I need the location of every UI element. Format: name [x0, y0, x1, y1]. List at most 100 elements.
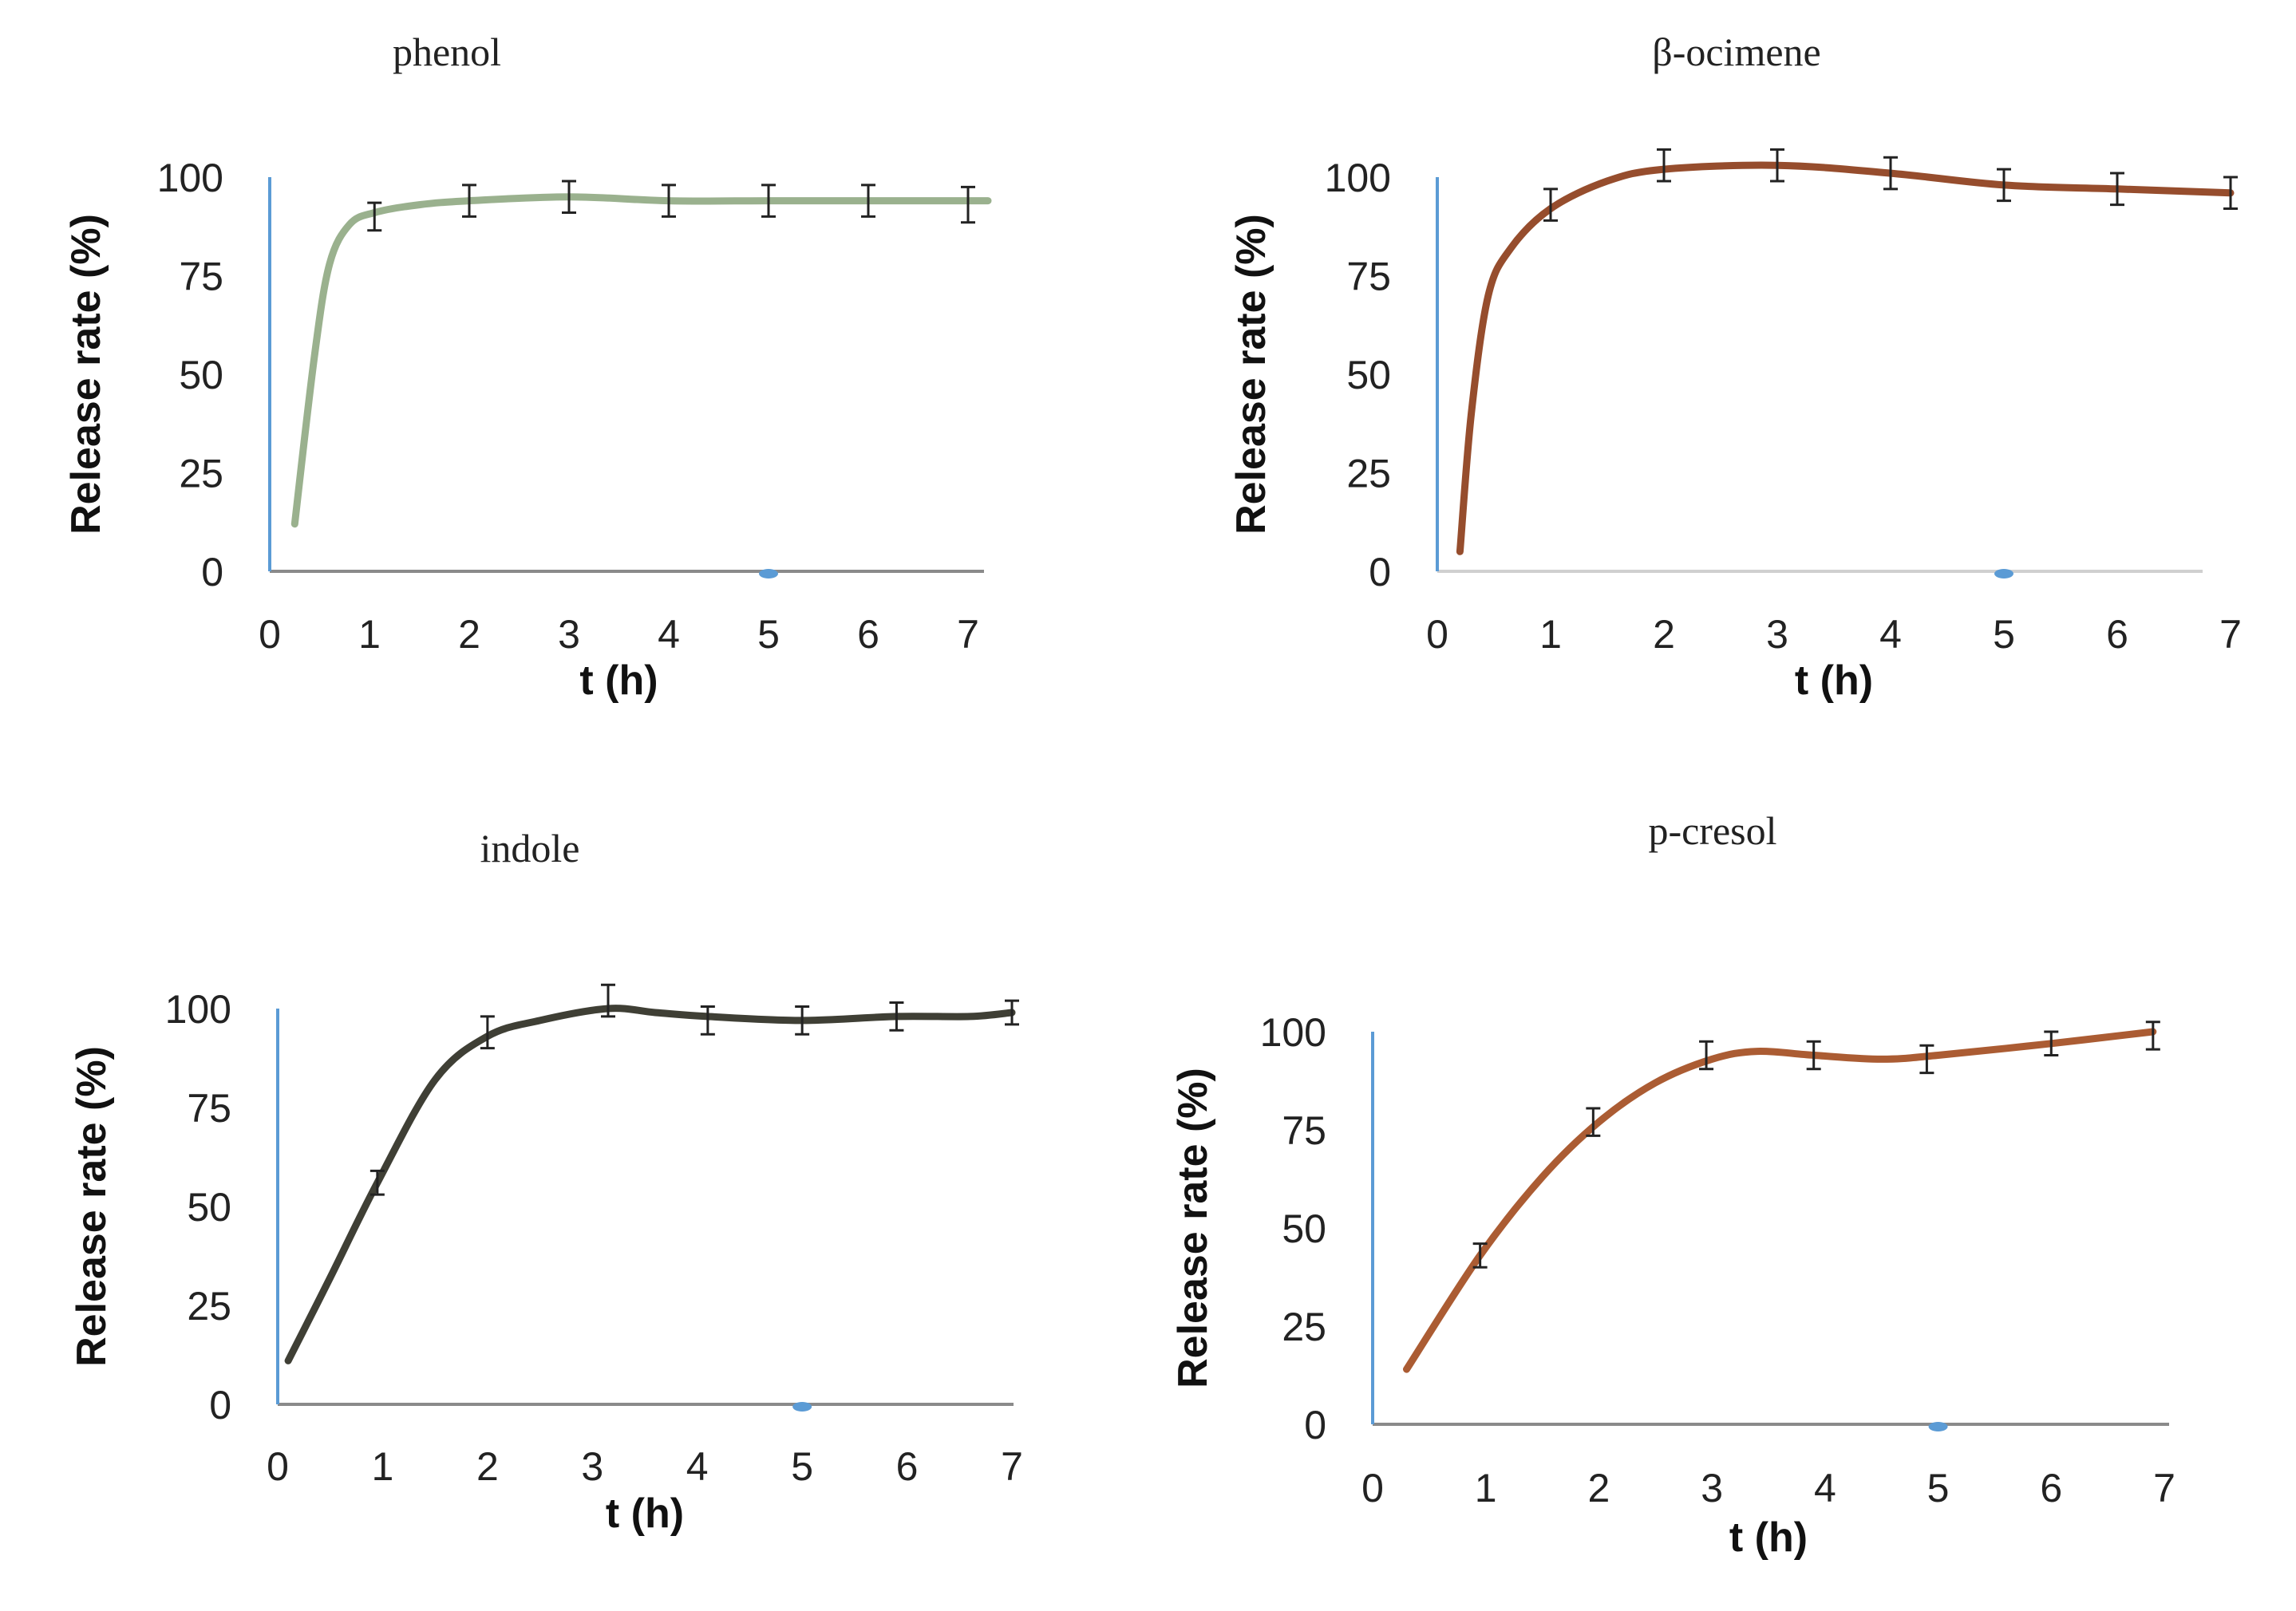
x-axis-label: t (h)	[1795, 657, 1873, 704]
x-axis-label: t (h)	[1729, 1514, 1808, 1561]
x-tick-label: 1	[372, 1444, 394, 1489]
y-axis-label: Release rate (%)	[1170, 1068, 1216, 1388]
x-tick-label: 7	[2219, 612, 2242, 657]
y-tick-label: 25	[1346, 452, 1391, 496]
error-bar	[961, 185, 975, 224]
error-bar	[1005, 999, 1019, 1026]
error-bar	[1657, 148, 1671, 183]
x-axis-marker	[1928, 1422, 1948, 1431]
error-bar	[562, 180, 576, 214]
x-tick-label: 7	[2153, 1466, 2175, 1510]
chart-indole: indole 0 25 50 75 100 0 1 2 3 4 5 6 7 t (h) Release rat…	[69, 826, 1023, 1537]
error-bar	[1997, 168, 2011, 203]
chart-title: indole	[480, 826, 580, 871]
x-tick-label: 1	[1539, 612, 1562, 657]
x-tick-label: 6	[2106, 612, 2128, 657]
y-axis-label: Release rate (%)	[1228, 214, 1274, 535]
x-tick-label: 2	[1588, 1466, 1610, 1510]
x-tick-label: 4	[686, 1444, 709, 1489]
x-tick-label: 2	[1653, 612, 1675, 657]
x-axis-marker	[759, 569, 778, 578]
y-tick-label: 25	[1282, 1305, 1326, 1349]
y-tick-label: 75	[1346, 255, 1391, 299]
y-tick-label: 100	[157, 156, 223, 200]
x-axis-marker	[792, 1402, 812, 1412]
series-line	[284, 1005, 1016, 1364]
error-bar	[1472, 1242, 1488, 1269]
y-tick-label: 0	[201, 550, 223, 594]
y-tick-label: 75	[1282, 1108, 1326, 1153]
x-tick-label: 4	[1814, 1466, 1836, 1510]
error-bar	[889, 1001, 904, 1032]
y-tick-label: 25	[179, 452, 223, 496]
error-bar	[1883, 156, 1898, 191]
error-bar	[369, 1169, 385, 1196]
error-bar	[761, 184, 776, 218]
error-bar	[795, 1005, 810, 1036]
series-line	[1403, 1028, 2157, 1373]
y-axis-label: Release rate (%)	[63, 214, 109, 535]
chart-ocimene: β-ocimene 0 25 50 75 100 0 1 2 3 4 5 6 7 t (h) Release …	[1228, 30, 2242, 704]
y-tick-label: 0	[209, 1383, 231, 1427]
x-tick-label: 0	[1361, 1466, 1384, 1510]
error-bar	[480, 1015, 495, 1050]
y-tick-label: 25	[187, 1284, 231, 1329]
error-bar	[367, 201, 382, 232]
x-tick-label: 1	[358, 612, 381, 657]
error-bar	[1770, 148, 1784, 183]
y-tick-label: 75	[187, 1086, 231, 1131]
y-tick-label: 75	[179, 255, 223, 299]
error-bar	[601, 983, 615, 1018]
y-tick-label: 50	[187, 1185, 231, 1230]
x-tick-label: 0	[267, 1444, 289, 1489]
chart-title: phenol	[393, 30, 501, 74]
y-tick-label: 50	[1282, 1206, 1326, 1251]
error-bar	[1543, 188, 1558, 222]
y-axis-label: Release rate (%)	[69, 1046, 115, 1367]
x-axis-marker	[1994, 569, 2013, 578]
x-tick-label: 0	[259, 612, 281, 657]
x-tick-label: 2	[458, 612, 480, 657]
x-tick-label: 2	[476, 1444, 499, 1489]
x-tick-label: 4	[1879, 612, 1902, 657]
chart-title: β-ocimene	[1652, 30, 1820, 74]
y-tick-label: 0	[1304, 1403, 1326, 1447]
x-tick-label: 4	[658, 612, 680, 657]
x-tick-label: 6	[896, 1444, 919, 1489]
error-bar	[462, 184, 476, 218]
chart-title: p-cresol	[1648, 808, 1776, 853]
error-bar	[700, 1005, 715, 1036]
series-line	[1456, 161, 2235, 555]
y-tick-label: 100	[1325, 156, 1391, 200]
chart-cresol: p-cresol 0 25 50 75 100 0 1 2 3 4 5 6 7 t (h) Release r…	[1170, 808, 2175, 1561]
x-tick-label: 1	[1475, 1466, 1497, 1510]
x-tick-label: 7	[957, 612, 979, 657]
error-bar	[1699, 1040, 1714, 1071]
error-bar	[2110, 172, 2124, 207]
error-bar	[662, 184, 676, 218]
x-tick-label: 3	[1701, 1466, 1723, 1510]
x-tick-label: 5	[1927, 1466, 1950, 1510]
error-bar	[2223, 176, 2238, 211]
x-tick-label: 3	[558, 612, 580, 657]
x-tick-label: 5	[1993, 612, 2015, 657]
error-bar	[861, 184, 875, 218]
x-tick-label: 0	[1426, 612, 1448, 657]
series-line	[290, 193, 992, 528]
error-bar	[1806, 1040, 1821, 1071]
x-tick-label: 5	[791, 1444, 813, 1489]
x-tick-label: 3	[1766, 612, 1788, 657]
y-tick-label: 50	[1346, 353, 1391, 397]
y-tick-label: 50	[179, 353, 223, 397]
x-tick-label: 5	[757, 612, 780, 657]
error-bar	[2044, 1030, 2059, 1057]
error-bar	[1586, 1107, 1601, 1137]
x-axis-label: t (h)	[579, 657, 658, 704]
x-tick-label: 6	[2040, 1466, 2062, 1510]
y-tick-label: 100	[165, 987, 231, 1032]
error-bar	[1919, 1044, 1934, 1075]
x-tick-label: 3	[581, 1444, 603, 1489]
x-axis-label: t (h)	[606, 1491, 684, 1537]
x-tick-label: 7	[1001, 1444, 1023, 1489]
